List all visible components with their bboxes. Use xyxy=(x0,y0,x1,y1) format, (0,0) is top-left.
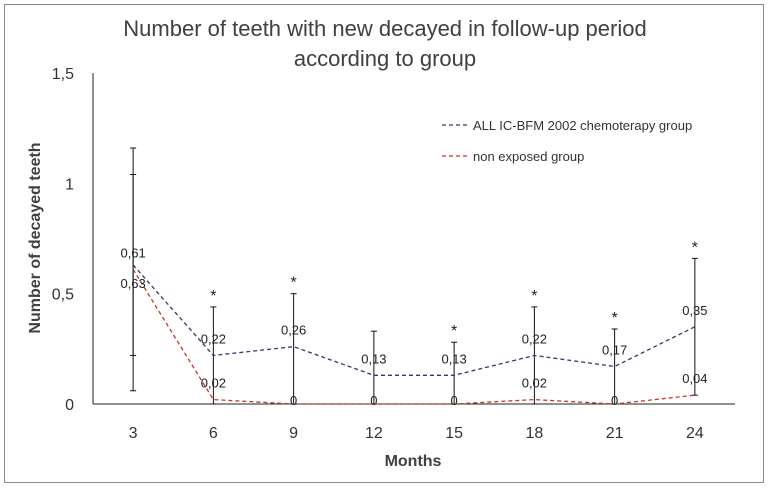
data-label-chemotherapy: 0,22 xyxy=(522,331,547,346)
significance-marker: * xyxy=(692,239,698,256)
data-label-non-exposed: 0,61 xyxy=(120,245,145,260)
data-label-non-exposed: 0,02 xyxy=(201,376,226,391)
x-tick-label: 18 xyxy=(525,425,543,442)
data-label-chemotherapy: 0,63 xyxy=(120,276,145,291)
data-label-chemotherapy: 0,17 xyxy=(602,342,627,357)
legend-label: ALL IC-BFM 2002 chemoterapy group xyxy=(473,118,692,133)
legend-label: non exposed group xyxy=(473,149,584,164)
x-tick-label: 9 xyxy=(289,425,298,442)
x-axis-label: Months xyxy=(385,453,442,470)
data-label-non-exposed: 0,04 xyxy=(682,371,707,386)
x-tick-label: 12 xyxy=(365,425,383,442)
series-line-non-exposed xyxy=(132,269,695,405)
x-tick-label: 6 xyxy=(209,425,218,442)
x-tick-label: 21 xyxy=(606,425,624,442)
chart-title: Number of teeth with new decayed in foll… xyxy=(0,14,770,74)
data-label-non-exposed: 0,02 xyxy=(522,376,547,391)
x-tick-label: 15 xyxy=(445,425,463,442)
significance-marker: * xyxy=(291,275,297,292)
data-label-chemotherapy: 0,35 xyxy=(682,303,707,318)
y-tick-label: 0 xyxy=(65,397,74,414)
data-label-non-exposed: 0 xyxy=(611,393,618,408)
data-label-chemotherapy: 0,26 xyxy=(281,323,306,338)
y-tick-label: 1 xyxy=(65,176,74,193)
significance-marker: * xyxy=(531,288,537,305)
significance-marker: * xyxy=(210,288,216,305)
data-label-chemotherapy: 0,13 xyxy=(361,351,386,366)
data-label-non-exposed: 0 xyxy=(290,393,297,408)
y-tick-label: 1,5 xyxy=(52,66,74,83)
data-label-chemotherapy: 0,13 xyxy=(441,351,466,366)
x-tick-label: 24 xyxy=(686,425,704,442)
chart-frame xyxy=(4,4,764,483)
y-tick-label: 0,5 xyxy=(52,287,74,304)
significance-marker: * xyxy=(612,310,618,327)
chart-title-line-2: according to group xyxy=(293,46,477,71)
data-label-non-exposed: 0 xyxy=(370,393,377,408)
x-tick-label: 3 xyxy=(129,425,138,442)
series-line-chemotherapy xyxy=(132,264,696,376)
data-label-non-exposed: 0 xyxy=(451,393,458,408)
y-axis-label: Number of decayed teeth xyxy=(27,142,44,333)
chart-title-line-1: Number of teeth with new decayed in foll… xyxy=(123,16,647,41)
data-label-chemotherapy: 0,22 xyxy=(201,331,226,346)
significance-marker: * xyxy=(451,323,457,340)
